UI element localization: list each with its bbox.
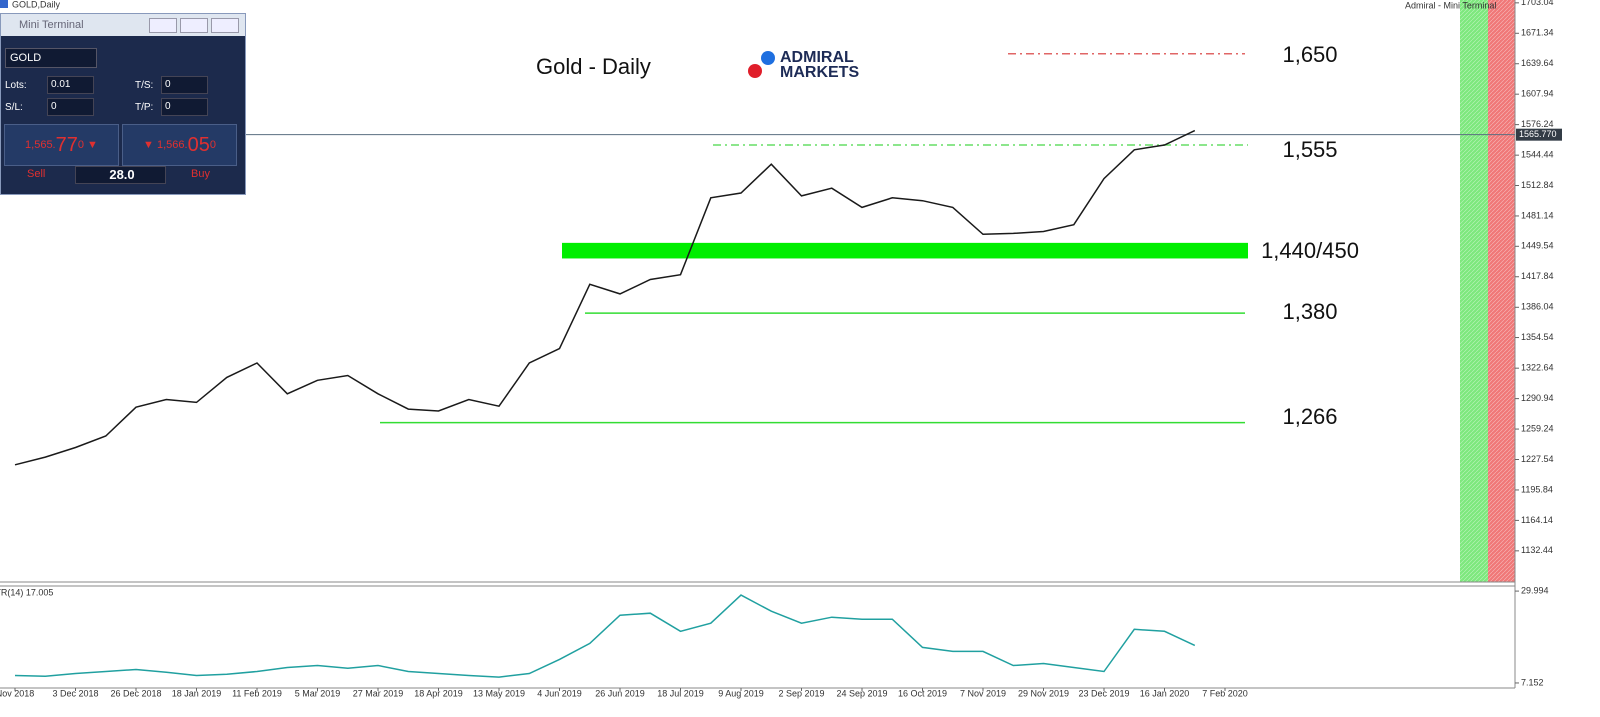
strip-hatch <box>1460 0 1515 582</box>
x-tick-label: 5 Mar 2019 <box>295 688 341 698</box>
y-tick-label: 1544.44 <box>1521 150 1554 160</box>
field-label: T/P: <box>135 102 154 113</box>
x-tick-label: 18 Jul 2019 <box>657 688 704 698</box>
x-tick-label: 27 Mar 2019 <box>353 688 404 698</box>
x-tick-label: 16 Jan 2020 <box>1140 688 1190 698</box>
x-tick-label: 7 Nov 2019 <box>960 688 1006 698</box>
y-tick-label: 1164.14 <box>1521 515 1553 525</box>
window-buttons <box>149 18 239 33</box>
x-tick-label: 9 Aug 2019 <box>718 688 764 698</box>
x-tick-label: 13 May 2019 <box>473 688 525 698</box>
y-tick-label: 7.152 <box>1521 677 1544 687</box>
price: 1,565. <box>25 139 56 151</box>
x-tick-label: 29 Nov 2019 <box>1018 688 1069 698</box>
mini-terminal: Mini Terminal GOLD Lots: 0.01 T/S: 0 S/L… <box>0 13 246 195</box>
buy-label: Buy <box>191 168 210 180</box>
current-price-box <box>1516 128 1562 141</box>
indicator-title: ATR(14) 17.005 <box>0 587 53 597</box>
current-price-label: 1565.770 <box>1519 129 1557 139</box>
y-tick-label: 1354.54 <box>1521 332 1554 342</box>
x-tick-label: 2 Sep 2019 <box>778 688 824 698</box>
x-tick-label: 16 Oct 2019 <box>898 688 947 698</box>
field-input[interactable]: 0 <box>161 98 208 116</box>
logo-text: ADMIRAL <box>780 49 854 66</box>
price: 05 <box>187 133 210 156</box>
field-input[interactable]: 0.01 <box>47 76 94 94</box>
y-tick-label: 1671.34 <box>1521 28 1554 38</box>
sell-label: Sell <box>27 168 46 180</box>
y-tick-label: 1417.84 <box>1521 271 1554 281</box>
sell-button[interactable]: 1,565. 77 0 ▼ <box>4 124 119 166</box>
level-label: 1,266 <box>1282 404 1337 429</box>
x-tick-label: 26 Jun 2019 <box>595 688 645 698</box>
price: 1,566. <box>156 139 188 151</box>
series-line <box>14 594 1196 678</box>
field-label: S/L: <box>5 102 23 113</box>
spread: 28.0 <box>75 166 166 184</box>
title: Mini Terminal <box>19 19 84 31</box>
y-tick-label: 1195.84 <box>1521 484 1553 494</box>
y-tick-label: 1386.04 <box>1521 302 1554 312</box>
level-label: 1,380 <box>1282 299 1337 324</box>
y-tick-label: 1290.94 <box>1521 393 1554 403</box>
field-label: T/S: <box>135 80 154 91</box>
y-tick-label: 1512.84 <box>1521 180 1554 190</box>
x-tick-label: 26 Dec 2018 <box>110 688 161 698</box>
price: 77 <box>55 133 78 156</box>
logo-text: MARKETS <box>780 64 859 81</box>
y-tick-label: 1449.54 <box>1521 241 1554 251</box>
series-line <box>14 129 1196 466</box>
symbol-select[interactable]: GOLD <box>5 48 97 68</box>
logo-dot <box>761 51 775 65</box>
x-tick-label: 18 Apr 2019 <box>414 688 463 698</box>
chart-title: Gold - Daily <box>536 54 651 79</box>
y-tick-label: 1132.44 <box>1521 545 1553 555</box>
level-label: 1,555 <box>1282 137 1337 162</box>
window-icon <box>0 0 8 8</box>
level-label: 1,650 <box>1282 42 1337 67</box>
price: 0 <box>77 139 84 151</box>
buy-button[interactable]: ▼ 1,566. 05 0 <box>122 124 237 166</box>
terminal-title: Admiral - Mini Terminal <box>1405 0 1496 10</box>
x-tick-label: 3 Dec 2018 <box>52 688 98 698</box>
field-input[interactable]: 0 <box>47 98 94 116</box>
x-tick-label: 11 Feb 2019 <box>232 688 282 698</box>
logo-dot <box>748 64 762 78</box>
y-tick-label: 1481.14 <box>1521 210 1554 220</box>
level-band <box>562 242 1248 259</box>
y-tick-label: 1607.94 <box>1521 89 1554 99</box>
y-tick-label: 1227.54 <box>1521 454 1554 464</box>
x-tick-label: 23 Dec 2019 <box>1078 688 1129 698</box>
x-tick-label: 18 Jan 2019 <box>172 688 222 698</box>
field-label: Lots: <box>5 80 27 91</box>
minimize[interactable] <box>149 18 177 33</box>
window-title: GOLD,Daily <box>12 0 61 9</box>
x-tick-label: 24 Sep 2019 <box>836 688 887 698</box>
level-label: 1,440/450 <box>1261 238 1359 263</box>
field-input[interactable]: 0 <box>161 76 208 94</box>
y-tick-label: 1639.64 <box>1521 58 1554 68</box>
price: 0 <box>209 139 216 151</box>
y-tick-label: 1259.24 <box>1521 423 1554 433</box>
x-tick-label: 4 Jun 2019 <box>537 688 582 698</box>
y-tick-label: 29.994 <box>1521 585 1549 595</box>
maximize[interactable] <box>180 18 208 33</box>
x-tick-label: Nov 2018 <box>0 688 34 698</box>
y-tick-label: 1576.24 <box>1521 119 1554 129</box>
y-tick-label: 1322.64 <box>1521 363 1554 373</box>
close[interactable] <box>211 18 239 33</box>
x-tick-label: 7 Feb 2020 <box>1202 688 1248 698</box>
y-tick-label: 1703.04 <box>1521 0 1554 7</box>
title-bar: Mini Terminal <box>1 14 245 36</box>
